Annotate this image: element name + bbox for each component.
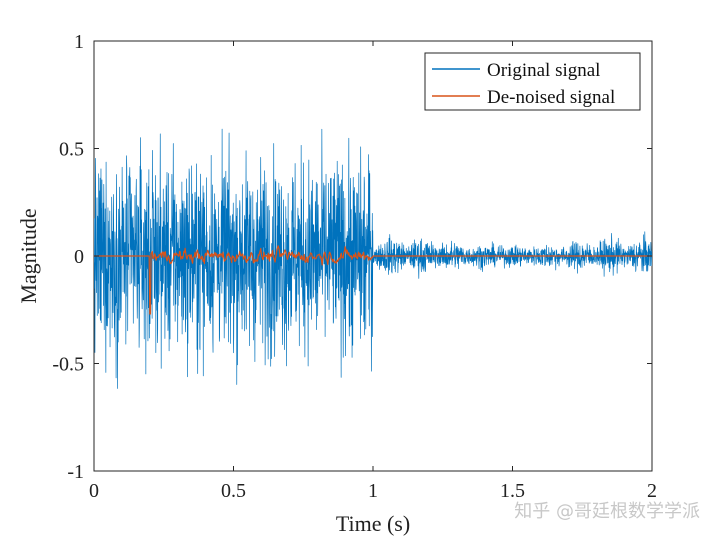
legend-box: [424, 52, 641, 111]
y-tick-label: -0.5: [52, 354, 84, 376]
x-axis-title: Time (s): [336, 511, 410, 536]
x-axis-ticks: 0 0.5 1 1.5 2: [89, 41, 657, 502]
series-original-signal-line: [94, 128, 652, 389]
watermark-text: 知乎 @哥廷根数学学派: [514, 501, 700, 522]
x-tick-label: 2: [647, 480, 657, 502]
x-tick-label: 1: [368, 480, 378, 502]
x-tick-label: 0: [89, 480, 99, 502]
x-tick-label: 1.5: [500, 480, 525, 502]
x-tick-label: 0.5: [221, 480, 246, 502]
legend: Original signal De-noised signal: [424, 52, 641, 111]
y-axis-ticks: -1 -0.5 0 0.5 1: [52, 31, 652, 483]
y-tick-label: 0: [74, 246, 84, 268]
y-axis-title: Magnitude: [16, 208, 41, 303]
legend-label-original-signal: Original signal: [487, 60, 600, 81]
y-tick-label: 0.5: [59, 139, 84, 161]
y-tick-label: -1: [67, 461, 84, 483]
legend-label-denoised-signal: De-noised signal: [487, 87, 615, 108]
y-tick-label: 1: [74, 31, 84, 53]
series-denoised-signal-line: [94, 245, 652, 315]
